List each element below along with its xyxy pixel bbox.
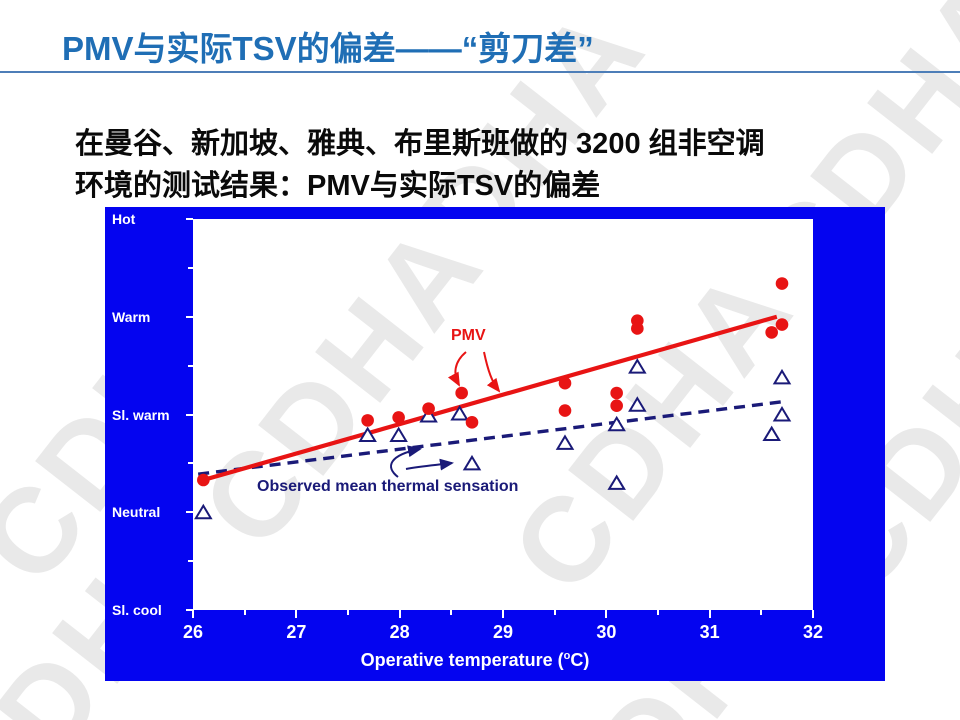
observed-point xyxy=(358,426,377,443)
x-axis-tick xyxy=(502,610,504,618)
pmv-point xyxy=(392,411,405,424)
observed-point xyxy=(628,396,647,412)
observed-point xyxy=(772,406,792,422)
y-axis-tick-label: Sl. cool xyxy=(112,602,162,618)
pmv-arrow xyxy=(483,351,501,393)
y-axis-tick-label: Hot xyxy=(112,211,136,227)
y-axis-tick xyxy=(186,413,193,416)
observed-annotation-label: Observed mean thermal sensation xyxy=(257,478,519,495)
y-axis-tick xyxy=(186,609,193,611)
pmv-point xyxy=(558,376,572,390)
y-axis-minor-tick xyxy=(188,462,193,465)
x-axis-title: Operative temperature (oC) xyxy=(165,650,785,671)
y-axis-tick xyxy=(186,218,193,220)
x-axis-title-text: Operative temperature ( xyxy=(360,650,564,670)
x-axis-minor-tick xyxy=(347,610,349,615)
observed-arrow xyxy=(405,458,454,471)
x-axis-tick-label: 27 xyxy=(286,622,307,642)
y-axis-tick-label: Warm xyxy=(112,308,151,325)
pmv-point xyxy=(765,326,778,339)
observed-point xyxy=(462,454,482,471)
y-axis-tick-label: Neutral xyxy=(112,504,161,521)
observed-point xyxy=(450,405,469,421)
x-axis-tick-label: 31 xyxy=(699,622,720,642)
x-axis-tick-label: 29 xyxy=(492,622,514,642)
pmv-arrow xyxy=(447,351,467,387)
x-axis-tick xyxy=(398,610,401,618)
y-axis-minor-tick xyxy=(188,364,193,367)
pmv-point xyxy=(775,318,789,331)
y-axis-minor-tick xyxy=(188,266,193,269)
x-axis-minor-tick xyxy=(657,610,659,615)
x-axis-minor-tick xyxy=(450,610,453,615)
x-axis-minor-tick xyxy=(243,610,246,615)
x-axis-tick xyxy=(295,610,298,618)
y-axis-tick-label: Sl. warm xyxy=(112,406,170,423)
chart-canvas xyxy=(194,277,792,520)
body-text-line-1: 在曼谷、新加坡、雅典、布里斯班做的 3200 组非空调 xyxy=(75,128,765,160)
observed-point xyxy=(555,434,575,450)
pmv-point xyxy=(361,414,374,427)
pmv-point xyxy=(422,402,435,415)
pmv-point xyxy=(610,399,623,413)
x-axis-minor-tick xyxy=(760,610,763,615)
observed-point xyxy=(762,425,781,442)
pmv-point xyxy=(455,386,468,400)
page-title: PMV与实际TSV的偏差——“剪刀差” xyxy=(62,30,594,67)
observed-trend-line xyxy=(197,400,783,476)
title-divider xyxy=(0,71,960,73)
observed-point xyxy=(419,407,438,423)
x-axis-tick xyxy=(708,610,711,618)
observed-point xyxy=(772,368,792,385)
pmv-annotation-label: PMV xyxy=(451,327,486,344)
x-axis-tick-label: 32 xyxy=(802,622,824,642)
x-axis-tick xyxy=(812,610,814,618)
chart-frame: CDHA CDHA PMV Observed mean thermal sensa… xyxy=(105,207,885,681)
plot-area: CDHA CDHA PMV Observed mean thermal sensa… xyxy=(193,219,813,610)
body-text-line-2: 环境的测试结果：PMV与实际TSV的偏差 xyxy=(75,170,601,202)
pmv-point xyxy=(775,277,789,290)
observed-point xyxy=(607,415,626,432)
x-axis-tick-label: 30 xyxy=(596,622,617,642)
y-axis-minor-tick xyxy=(188,560,193,563)
observed-point xyxy=(389,426,408,443)
observed-point xyxy=(628,358,647,374)
x-axis-title-unit: C) xyxy=(570,650,590,670)
pmv-point xyxy=(631,322,644,335)
observed-point xyxy=(607,474,626,490)
x-axis-tick xyxy=(605,610,608,618)
pmv-point xyxy=(465,416,479,429)
pmv-point xyxy=(197,473,210,487)
x-axis-tick xyxy=(192,610,194,618)
x-axis-title-sup: o xyxy=(563,650,571,662)
observed-point xyxy=(194,503,213,520)
x-axis-minor-tick xyxy=(553,610,556,615)
y-axis-tick xyxy=(186,511,193,514)
pmv-point xyxy=(558,404,572,417)
x-axis-tick-label: 26 xyxy=(182,622,204,642)
observed-arrow xyxy=(390,445,422,478)
y-axis-tick xyxy=(186,315,193,318)
pmv-trend-line xyxy=(202,314,778,483)
x-axis-tick-label: 28 xyxy=(389,622,410,642)
pmv-point xyxy=(610,386,623,400)
